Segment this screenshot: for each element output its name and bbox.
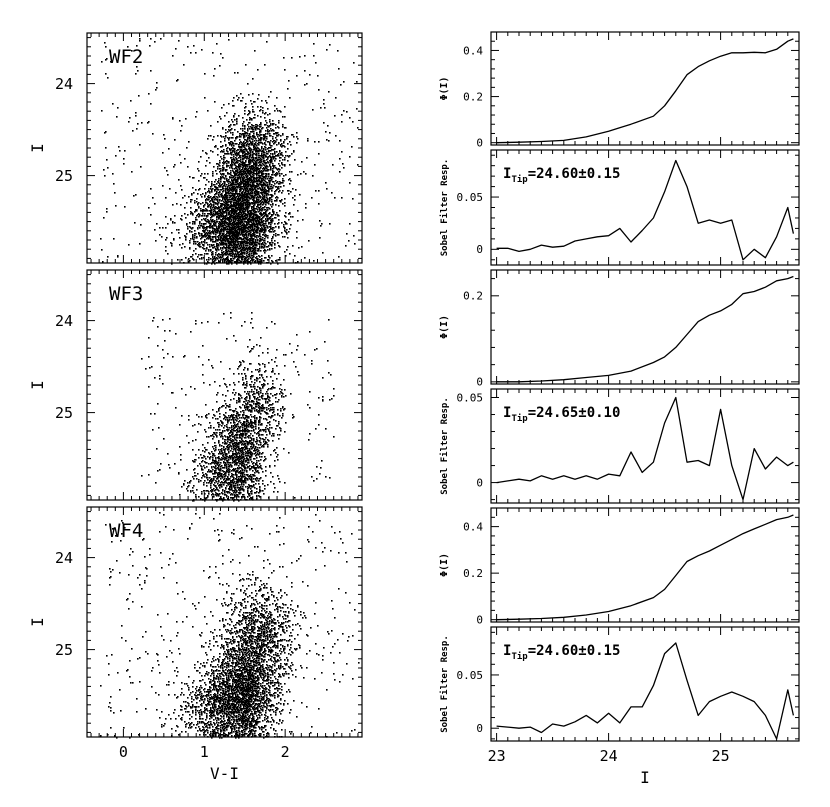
phi-wf3-series-line xyxy=(496,275,794,383)
cmd-panel-wf4: 24 25 0 1 2 V-I I WF4 xyxy=(28,506,363,783)
phi-wf2-series-line xyxy=(496,38,794,144)
cmd-wf4-field-label: WF4 xyxy=(109,520,143,542)
sobel-wf4-xtick-label: 23 xyxy=(488,747,506,765)
sobel-wf4-annotation-sub: Tip xyxy=(511,651,528,662)
cmd-wf2-ytick-label: 25 xyxy=(55,167,73,185)
cmd-wf2-stars xyxy=(100,38,359,265)
sobel-wf4-xlabel: I xyxy=(640,768,650,787)
cmd-wf3-ylabel: I xyxy=(28,380,47,390)
phi-wf2-ytick-label: 0.2 xyxy=(463,90,483,103)
sobel-wf3-ylabel: Sobel Filter Resp. xyxy=(439,397,450,495)
sobel-wf4-frame xyxy=(490,626,800,742)
sobel-wf4-ytick-label: 0.05 xyxy=(457,669,484,682)
sobel-wf2-series-line xyxy=(496,159,795,261)
sobel-wf3-ticks xyxy=(491,389,800,503)
sobel-wf2-annotation-rest: =24.60±0.15 xyxy=(528,166,621,182)
phi-wf2-ytick-label: 0 xyxy=(476,137,483,150)
cmd-wf4-xlabel: V-I xyxy=(210,764,239,783)
cmd-wf4-xtick-label: 1 xyxy=(200,743,209,761)
phi-wf4-series-line xyxy=(496,514,794,621)
cmd-wf4-xtick-label: 2 xyxy=(281,743,290,761)
sobel-wf3-ytick-label: 0.05 xyxy=(457,391,484,404)
sobel-wf4-series-line xyxy=(496,642,795,740)
phi-wf4-ylabel: Φ(I) xyxy=(439,553,450,577)
phi-wf4-ytick-label: 0 xyxy=(476,614,483,627)
cmd-panel-wf2: 24 25 I WF2 xyxy=(28,32,363,265)
sobel-wf3-ytick-label: 0 xyxy=(476,476,483,489)
cmd-panel-wf3: 24 25 I WF3 xyxy=(28,269,363,502)
phi-panel-wf2: 0 0.2 0.4 Φ(I) xyxy=(439,31,800,150)
sobel-wf4-annotation: ITip=24.60±0.15 xyxy=(503,643,620,662)
cmd-wf2-ticks xyxy=(87,33,362,263)
sobel-wf4-ylabel: Sobel Filter Resp. xyxy=(439,635,450,733)
sobel-panel-wf3: 0 0.05 Sobel Filter Resp. ITip=24.65±0.10 xyxy=(439,388,800,504)
phi-wf3-ticks xyxy=(491,270,800,384)
phi-wf3-ylabel: Φ(I) xyxy=(439,315,450,339)
cmd-wf2-ylabel: I xyxy=(28,143,47,153)
sobel-wf4-xtick-label: 25 xyxy=(712,747,730,765)
phi-wf4-ticks xyxy=(491,507,800,622)
phi-wf4-ytick-label: 0.2 xyxy=(463,567,483,580)
cmd-wf2-field-label: WF2 xyxy=(109,46,143,68)
phi-wf2-frame xyxy=(490,31,800,146)
sobel-wf4-ytick-label: 0 xyxy=(476,722,483,735)
phi-wf4-ytick-label: 0.4 xyxy=(463,520,483,533)
phi-wf2-ylabel: Φ(I) xyxy=(439,76,450,100)
sobel-wf3-annotation-main: I xyxy=(503,405,511,421)
cmd-wf3-ytick-label: 25 xyxy=(55,404,73,422)
phi-wf3-ytick-label: 0 xyxy=(476,376,483,389)
phi-wf2-ytick-label: 0.4 xyxy=(463,44,483,57)
sobel-wf4-ticks xyxy=(491,627,800,741)
sobel-wf4-annotation-rest: =24.60±0.15 xyxy=(528,643,621,659)
cmd-wf3-field-label: WF3 xyxy=(109,283,143,305)
sobel-wf2-annotation-sub: Tip xyxy=(511,174,528,185)
phi-wf2-ticks xyxy=(491,31,800,145)
phi-panel-wf4: 0 0.2 0.4 Φ(I) xyxy=(439,507,800,627)
cmd-wf4-ylabel: I xyxy=(28,617,47,627)
sobel-wf2-ticks xyxy=(491,150,800,265)
sobel-wf3-annotation: ITip=24.65±0.10 xyxy=(503,405,620,424)
sobel-wf2-ytick-label: 0.05 xyxy=(457,191,484,204)
sobel-wf2-ytick-label: 0 xyxy=(476,243,483,256)
sobel-wf4-annotation-main: I xyxy=(503,643,511,659)
cmd-wf3-stars xyxy=(141,312,335,502)
sobel-wf3-frame xyxy=(490,388,800,504)
phi-wf3-ytick-label: 0.2 xyxy=(463,290,483,303)
phi-wf4-frame xyxy=(490,507,800,623)
cmd-wf4-ytick-label: 25 xyxy=(55,641,73,659)
cmd-wf4-xtick-label: 0 xyxy=(119,743,128,761)
phi-panel-wf3: 0 0.2 Φ(I) xyxy=(439,269,800,389)
sobel-wf3-series-line xyxy=(496,396,794,501)
sobel-wf3-annotation-sub: Tip xyxy=(511,413,528,424)
sobel-wf2-ylabel: Sobel Filter Resp. xyxy=(439,159,450,257)
sobel-wf2-annotation-main: I xyxy=(503,166,511,182)
sobel-wf2-annotation: ITip=24.60±0.15 xyxy=(503,166,620,185)
phi-wf3-frame xyxy=(490,269,800,385)
sobel-panel-wf2: 0 0.05 Sobel Filter Resp. ITip=24.60±0.15 xyxy=(439,149,800,266)
cmd-wf4-ytick-label: 24 xyxy=(55,549,73,567)
cmd-wf3-ytick-label: 24 xyxy=(55,312,73,330)
cmd-wf2-ytick-label: 24 xyxy=(55,75,73,93)
sobel-wf3-annotation-rest: =24.65±0.10 xyxy=(528,405,621,421)
cmd-wf3-ticks xyxy=(87,270,362,500)
cmd-wf4-stars xyxy=(100,512,360,739)
sobel-wf4-xtick-label: 24 xyxy=(600,747,618,765)
